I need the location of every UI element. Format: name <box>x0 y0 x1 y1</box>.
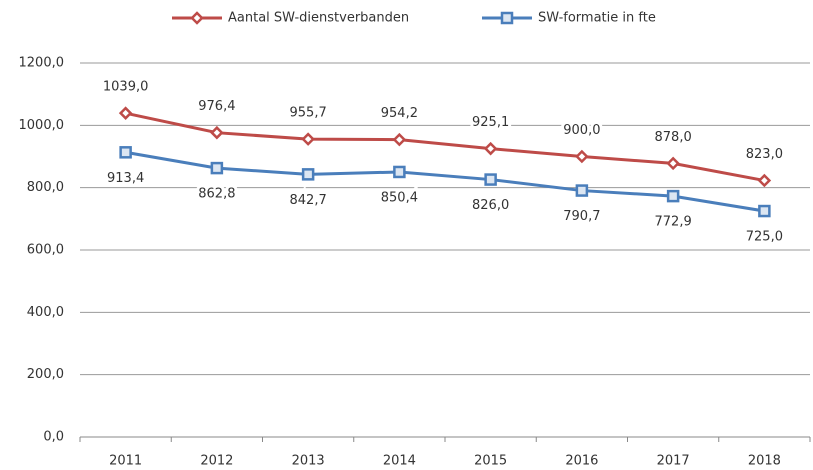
data-point <box>484 173 497 186</box>
series-line <box>125 150 765 213</box>
data-point <box>666 156 680 171</box>
y-tick-label: 200,0 <box>27 367 64 382</box>
data-point <box>210 125 224 140</box>
legend-marker <box>500 11 514 25</box>
data-point <box>575 149 589 164</box>
data-label: 955,7 <box>290 106 327 121</box>
data-point <box>392 132 407 147</box>
y-tick-label: 0,0 <box>43 430 64 445</box>
x-tick-label: 2012 <box>200 454 233 469</box>
series-line <box>125 111 765 182</box>
x-tick-label: 2018 <box>748 454 781 469</box>
data-label: 823,0 <box>746 147 783 162</box>
data-label: 913,4 <box>107 171 144 186</box>
data-label: 954,2 <box>381 106 418 121</box>
x-tick-label: 2015 <box>474 454 507 469</box>
data-label: 1039,0 <box>103 80 149 95</box>
data-label: 790,7 <box>563 209 600 224</box>
data-point <box>758 204 771 218</box>
data-label: 976,4 <box>198 99 235 114</box>
data-point <box>483 141 498 156</box>
data-point <box>301 132 315 146</box>
data-point <box>666 189 680 203</box>
data-label: 826,0 <box>472 198 509 213</box>
data-point <box>757 173 772 188</box>
data-label: 925,1 <box>472 115 509 130</box>
x-tick-label: 2017 <box>657 454 690 469</box>
legend-label: SW-formatie in fte <box>538 11 656 26</box>
legend-marker <box>190 11 204 25</box>
y-tick-label: 1200,0 <box>19 56 65 71</box>
data-label: 900,0 <box>563 123 600 138</box>
data-point <box>210 161 224 175</box>
data-label: 772,9 <box>655 215 692 230</box>
data-label: 842,7 <box>290 193 327 208</box>
data-label: 850,4 <box>381 190 418 205</box>
y-tick-label: 600,0 <box>27 243 64 258</box>
x-tick-label: 2013 <box>292 454 325 469</box>
data-label: 862,8 <box>198 187 235 202</box>
data-point <box>301 168 315 181</box>
data-point <box>575 184 589 197</box>
x-tick-label: 2011 <box>109 454 142 469</box>
data-point <box>118 106 133 120</box>
data-point <box>393 165 406 179</box>
data-label: 878,0 <box>655 130 692 145</box>
data-label: 725,0 <box>746 230 783 245</box>
y-tick-label: 1000,0 <box>19 118 65 133</box>
x-tick-label: 2014 <box>383 454 416 469</box>
x-tick-label: 2016 <box>565 454 598 469</box>
y-tick-label: 400,0 <box>27 305 64 320</box>
y-tick-label: 800,0 <box>27 180 64 195</box>
legend-label: Aantal SW-dienstverbanden <box>228 11 409 26</box>
data-point <box>119 146 132 159</box>
